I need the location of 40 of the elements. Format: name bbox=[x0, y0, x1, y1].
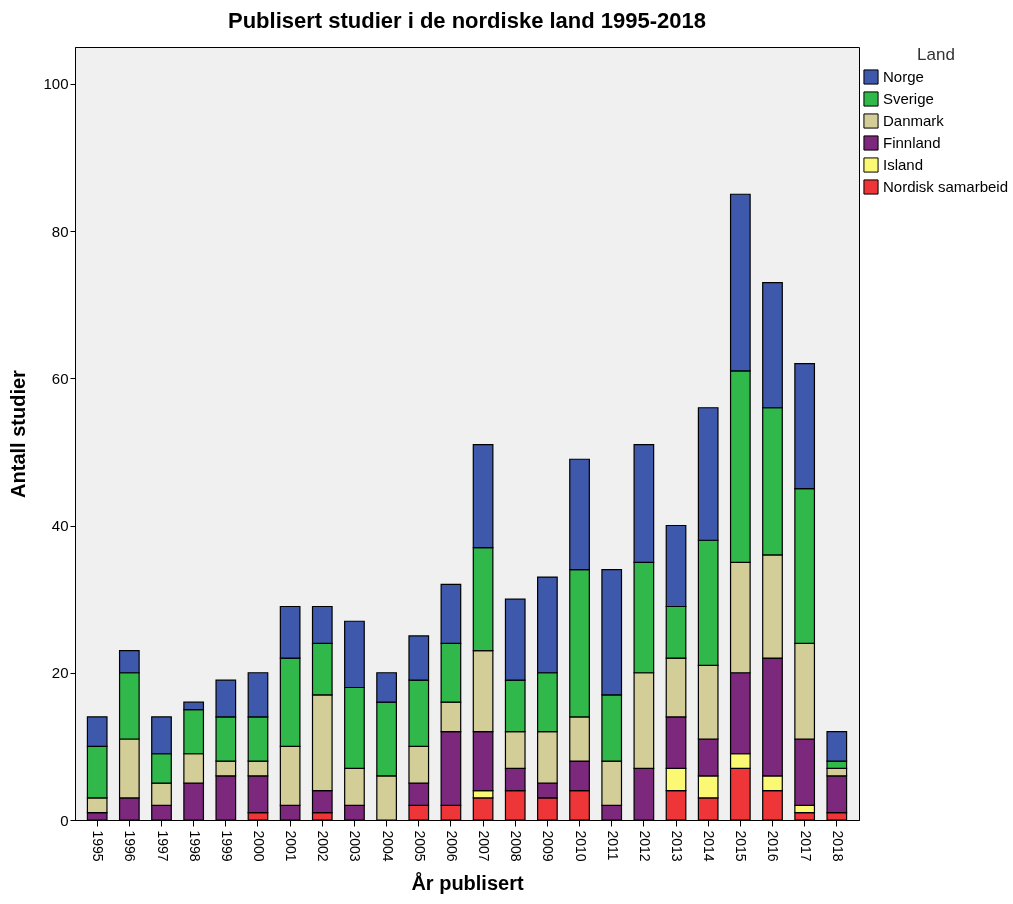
x-tick-label: 2004 bbox=[379, 830, 396, 862]
legend-label: Finnland bbox=[883, 134, 941, 151]
x-tick-label: 2015 bbox=[733, 830, 750, 862]
chart-title: Publisert studier i de nordiske land 1995-2018 bbox=[227, 8, 707, 33]
x-tick-label: 2002 bbox=[315, 830, 332, 862]
x-tick-label: 1999 bbox=[218, 830, 235, 862]
legend-label: Island bbox=[883, 156, 924, 173]
x-tick-label: 1995 bbox=[90, 830, 107, 862]
x-tick-label: 2016 bbox=[765, 830, 782, 862]
x-tick-label: 2010 bbox=[572, 830, 589, 862]
y-tick-label: 80 bbox=[51, 222, 69, 240]
legend-label: Sverige bbox=[883, 90, 934, 107]
x-tick-label: 1996 bbox=[122, 830, 139, 862]
legend-label: Nordisk samarbeid bbox=[883, 178, 1009, 195]
x-tick-label: 2012 bbox=[636, 830, 653, 862]
x-tick-label: 2006 bbox=[443, 830, 460, 862]
y-tick-label: 100 bbox=[43, 75, 69, 93]
x-tick-label: 2000 bbox=[250, 830, 267, 862]
x-tick-label: 2014 bbox=[701, 830, 718, 862]
y-tick-label: 20 bbox=[51, 664, 69, 682]
x-tick-label: 2001 bbox=[283, 830, 300, 862]
x-tick-label: 2011 bbox=[604, 830, 621, 861]
legend-label: Danmark bbox=[883, 112, 945, 129]
y-axis-title: Antall studier bbox=[7, 369, 30, 498]
x-tick-label: 2008 bbox=[508, 830, 525, 862]
x-tick-label: 1997 bbox=[154, 830, 171, 862]
y-tick-label: 40 bbox=[51, 517, 69, 535]
x-tick-label: 1998 bbox=[186, 830, 203, 862]
x-tick-label: 2005 bbox=[411, 830, 428, 862]
x-tick-label: 2007 bbox=[476, 830, 493, 862]
x-tick-label: 2009 bbox=[540, 830, 557, 862]
legend-label: Norge bbox=[883, 68, 924, 85]
legend-title: Land bbox=[917, 45, 955, 64]
y-tick-label: 0 bbox=[60, 811, 69, 829]
x-tick-label: 2003 bbox=[347, 830, 364, 862]
y-tick-label: 60 bbox=[51, 369, 69, 387]
x-axis-title: År publisert bbox=[411, 870, 524, 894]
x-tick-label: 2017 bbox=[797, 830, 814, 862]
x-tick-label: 2013 bbox=[669, 830, 686, 862]
x-tick-label: 2018 bbox=[829, 830, 846, 862]
